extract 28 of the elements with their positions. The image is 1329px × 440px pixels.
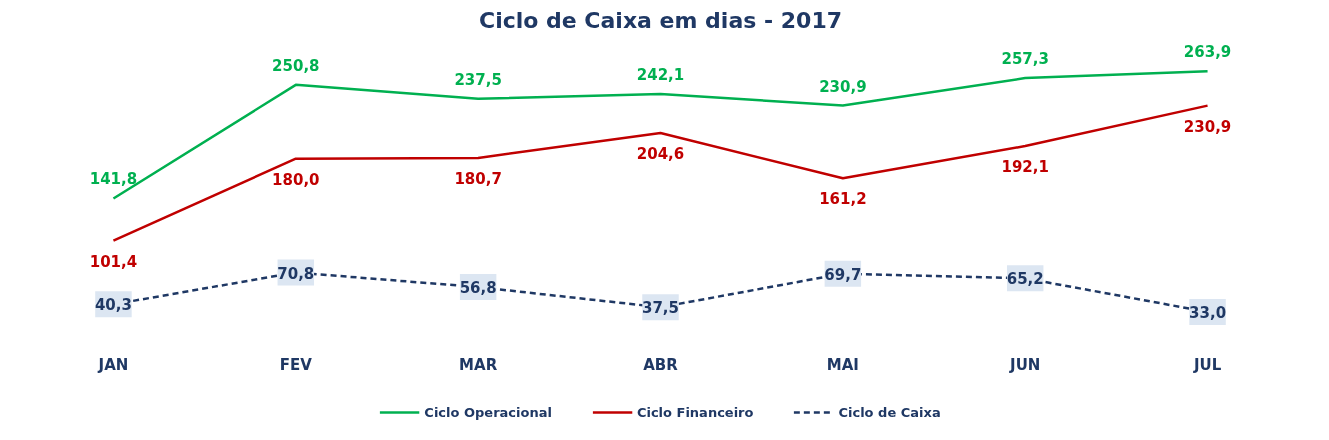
legend-label: Ciclo de Caixa xyxy=(838,404,941,420)
data-label: 257,3 xyxy=(1001,50,1049,69)
x-tick-label: JUL xyxy=(1192,355,1222,374)
data-label: 33,0 xyxy=(1189,303,1227,322)
data-label: 180,0 xyxy=(272,170,320,189)
x-tick-label: FEV xyxy=(279,355,313,374)
data-label: 40,3 xyxy=(94,296,132,315)
x-tick-label: JUN xyxy=(1009,355,1041,374)
data-label: 242,1 xyxy=(636,65,685,84)
legend-label: Ciclo Operacional xyxy=(424,404,552,420)
x-tick-label: JAN xyxy=(97,355,129,374)
chart-title: Ciclo de Caixa em dias - 2017 xyxy=(478,7,843,33)
data-label: 250,8 xyxy=(272,56,320,75)
data-label: 237,5 xyxy=(454,70,502,89)
x-tick-label: MAI xyxy=(826,355,859,374)
x-tick-label: MAR xyxy=(459,355,498,374)
data-label: 204,6 xyxy=(636,145,685,164)
legend-label: Ciclo Financeiro xyxy=(636,404,754,420)
data-label: 263,9 xyxy=(1183,43,1232,62)
data-label: 141,8 xyxy=(89,170,138,189)
data-label: 37,5 xyxy=(642,299,680,318)
data-label: 230,9 xyxy=(819,77,867,96)
data-label: 192,1 xyxy=(1001,158,1049,177)
data-label: 180,7 xyxy=(454,169,502,188)
data-label: 161,2 xyxy=(819,190,867,209)
data-label: 101,4 xyxy=(89,252,138,271)
data-label: 230,9 xyxy=(1183,117,1232,136)
x-tick-label: ABR xyxy=(643,355,679,374)
